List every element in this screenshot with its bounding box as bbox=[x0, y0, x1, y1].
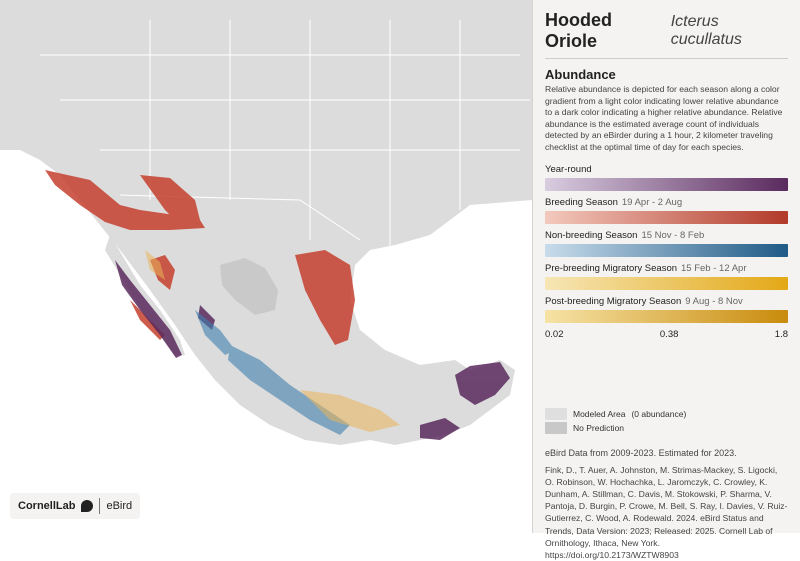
season-label: Non-breeding Season bbox=[545, 229, 638, 241]
season-postbreeding[interactable]: Post-breeding Migratory Season 9 Aug - 8 … bbox=[545, 296, 788, 323]
season-nonbreeding[interactable]: Non-breeding Season 15 Nov - 8 Feb bbox=[545, 230, 788, 257]
season-color-bar bbox=[545, 309, 788, 323]
season-year-round[interactable]: Year-round bbox=[545, 164, 788, 191]
nonbreeding-range bbox=[195, 310, 350, 435]
ebird-text: eBird bbox=[106, 500, 133, 512]
citation: Fink, D., T. Auer, A. Johnston, M. Strim… bbox=[545, 464, 788, 560]
no-prediction-swatch bbox=[545, 421, 567, 434]
season-color-bar bbox=[545, 243, 788, 257]
scale-max: 1.8 bbox=[774, 328, 788, 340]
legend-panel: Hooded Oriole Icterus cucullatus Abundan… bbox=[532, 0, 800, 560]
map-legend: Modeled Area (0 abundance) No Prediction bbox=[545, 407, 788, 434]
common-name: Hooded Oriole bbox=[545, 10, 612, 51]
season-prebreeding[interactable]: Pre-breeding Migratory Season 15 Feb - 12… bbox=[545, 263, 788, 290]
year-round-range bbox=[115, 260, 510, 440]
season-legend: Year-round Breeding Season 19 Apr - 2 Aug… bbox=[545, 164, 788, 323]
scale-min: 0.02 bbox=[545, 328, 564, 340]
season-label: Breeding Season bbox=[545, 196, 618, 208]
scale-mid: 0.38 bbox=[659, 328, 679, 340]
logo-divider bbox=[99, 498, 101, 514]
abundance-description: Relative abundance is depicted for each … bbox=[545, 84, 783, 152]
data-note: eBird Data from 2009-2023. Estimated for… bbox=[545, 447, 737, 458]
season-color-bar bbox=[545, 177, 788, 191]
land-mass bbox=[0, 0, 532, 445]
season-label: Post-breeding Migratory Season bbox=[545, 295, 682, 307]
map-svg bbox=[0, 0, 532, 445]
scientific-name: Icterus cucullatus bbox=[670, 13, 742, 48]
abundance-scale: 0.02 0.38 1.8 bbox=[545, 329, 788, 340]
season-dates: 15 Feb - 12 Apr bbox=[681, 262, 747, 274]
season-label: Year-round bbox=[545, 163, 592, 175]
species-title: Hooded Oriole Icterus cucullatus bbox=[545, 10, 788, 59]
season-label: Pre-breeding Migratory Season bbox=[545, 262, 678, 274]
season-color-bar bbox=[545, 210, 788, 224]
season-breeding[interactable]: Breeding Season 19 Apr - 2 Aug bbox=[545, 197, 788, 224]
abundance-heading: Abundance bbox=[545, 67, 616, 82]
no-prediction-label: No Prediction bbox=[573, 422, 625, 433]
cornell-lab-text: CornellLab bbox=[18, 500, 76, 512]
no-prediction-area bbox=[220, 258, 278, 315]
migratory-range bbox=[145, 250, 400, 432]
season-dates: 9 Aug - 8 Nov bbox=[685, 295, 743, 307]
modeled-area-note: (0 abundance) bbox=[631, 408, 687, 419]
season-color-bar bbox=[545, 276, 788, 290]
modeled-area-swatch bbox=[545, 407, 567, 420]
season-dates: 19 Apr - 2 Aug bbox=[621, 196, 683, 208]
cornell-ebird-logo: CornellLab eBird bbox=[10, 493, 141, 519]
boundary-lines bbox=[40, 20, 530, 250]
modeled-area-label: Modeled Area bbox=[573, 408, 626, 419]
bird-icon bbox=[81, 500, 94, 512]
season-dates: 15 Nov - 8 Feb bbox=[641, 229, 705, 241]
range-map[interactable]: CornellLab eBird bbox=[0, 0, 532, 533]
